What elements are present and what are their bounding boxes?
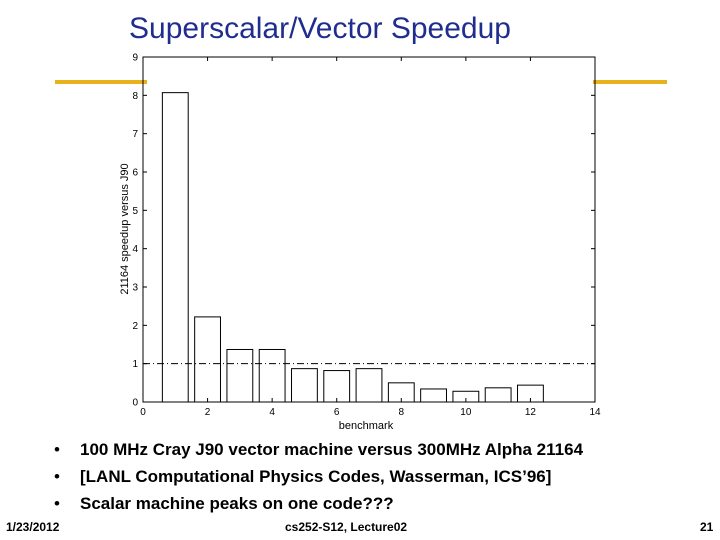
x-axis-ticks: 0 2 4 6 8 10 12 14	[140, 57, 601, 418]
x-axis-label: benchmark	[339, 420, 394, 432]
footer-page-number: 21	[700, 520, 714, 534]
y-axis-ticks: 0 1 2 3 4 5 6 7 8 9	[132, 53, 595, 409]
bar-benchmark-5	[291, 368, 318, 403]
bullet-text: 100 MHz Cray J90 vector machine versus 3…	[80, 440, 584, 459]
title-accent-rule-right	[593, 80, 667, 84]
y-tick-label: 9	[132, 53, 138, 64]
footer-course: cs252-S12, Lecture02	[285, 520, 408, 534]
y-tick-label: 4	[132, 244, 138, 255]
slide-title: Superscalar/Vector Speedup	[129, 12, 511, 45]
y-tick-label: 1	[132, 359, 138, 370]
title-accent-rule-left	[55, 80, 147, 84]
y-tick-label: 0	[132, 398, 138, 409]
y-tick-label: 2	[132, 321, 138, 332]
bar-benchmark-11	[484, 387, 512, 403]
bullet-dot: •	[54, 494, 60, 513]
bar-benchmark-3	[226, 348, 254, 403]
bar-benchmark-1	[161, 92, 189, 403]
x-tick-label: 6	[334, 407, 340, 418]
bullet-text: Scalar machine peaks on one code???	[80, 494, 394, 513]
bullet-text: [LANL Computational Physics Codes, Wasse…	[80, 467, 552, 486]
bullet-dot: •	[54, 440, 60, 459]
x-tick-label: 4	[269, 407, 275, 418]
x-tick-label: 10	[460, 407, 472, 418]
bar-benchmark-6	[323, 370, 351, 403]
bar-benchmark-4	[258, 348, 286, 403]
x-tick-label: 14	[589, 407, 601, 418]
x-tick-label: 8	[399, 407, 405, 418]
bullet-item: • Scalar machine peaks on one code???	[52, 490, 583, 517]
y-tick-label: 3	[132, 283, 138, 294]
bar-benchmark-9	[420, 388, 447, 403]
bar-benchmark-7	[355, 368, 383, 403]
footer-date: 1/23/2012	[6, 520, 60, 534]
y-tick-label: 6	[132, 168, 138, 179]
y-tick-label: 8	[132, 91, 138, 102]
x-tick-label: 12	[525, 407, 537, 418]
bullet-item: • 100 MHz Cray J90 vector machine versus …	[52, 436, 583, 463]
y-tick-label: 7	[132, 129, 138, 140]
x-tick-label: 0	[140, 407, 146, 418]
y-axis-label: 21164 speedup versus J90	[119, 163, 131, 294]
plot-area-frame	[142, 56, 596, 403]
y-tick-label: 5	[132, 206, 138, 217]
bullet-list: • 100 MHz Cray J90 vector machine versus …	[52, 436, 583, 517]
bar-benchmark-2	[194, 316, 221, 403]
bullet-item: • [LANL Computational Physics Codes, Wass…	[52, 463, 583, 490]
bar-group	[161, 92, 544, 403]
bullet-dot: •	[54, 467, 60, 486]
x-tick-label: 2	[205, 407, 211, 418]
